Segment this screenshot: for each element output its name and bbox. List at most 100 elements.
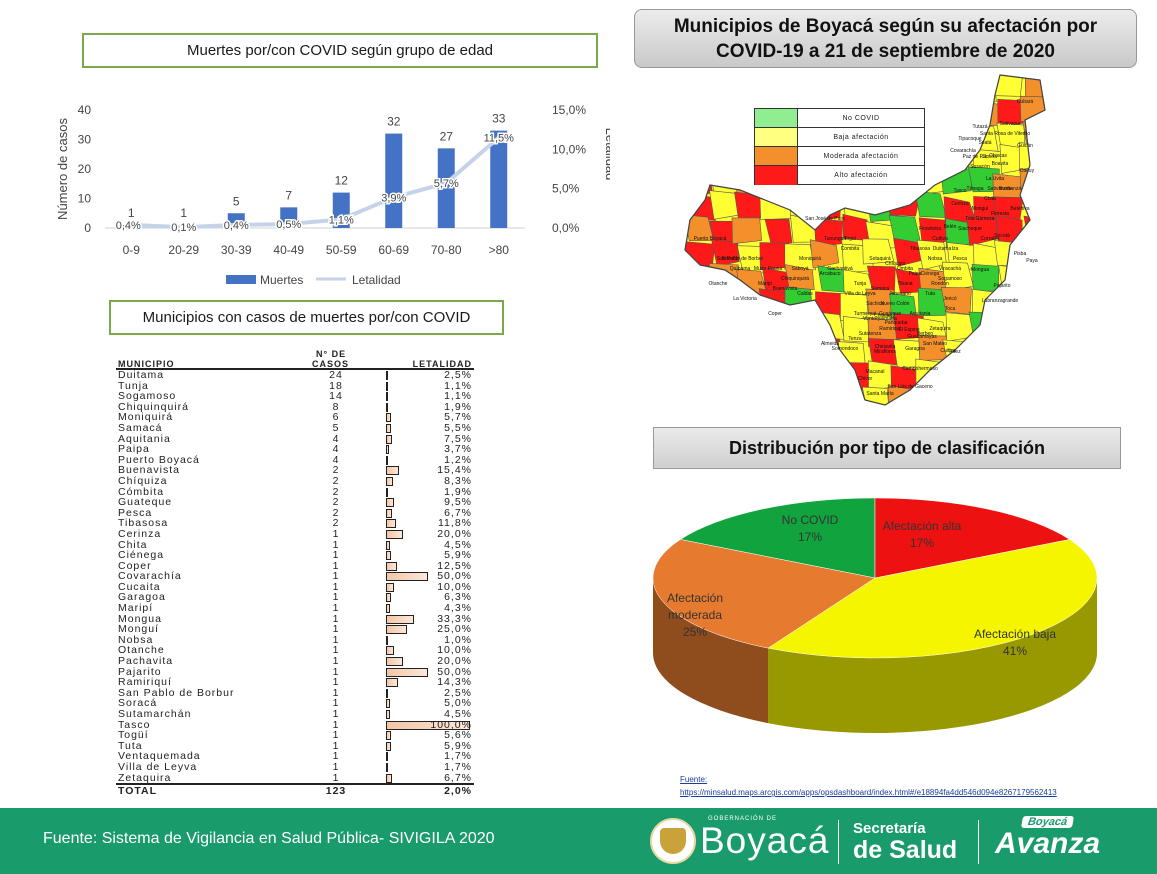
table-row: Duitama 24 2,5% — [116, 370, 474, 381]
cell-municipio: Duitama — [118, 369, 165, 381]
cell-municipio: Sutamarchán — [118, 708, 192, 720]
cell-municipio: Villa de Leyva — [118, 760, 198, 773]
divider — [838, 820, 839, 864]
pie-slice-side — [653, 578, 769, 724]
header-casos-2: CASOS — [312, 359, 350, 369]
municipality-label: Pajarito — [994, 283, 1011, 289]
municipality-label: Sáchica — [866, 301, 884, 307]
municipality-label: Samacá — [871, 286, 890, 292]
legend-row: No COVID — [755, 109, 924, 128]
legend-swatch — [755, 109, 798, 127]
municipality — [735, 361, 768, 389]
municipality-label: Sativanorte — [987, 186, 1013, 192]
cell-casos: 1 — [332, 602, 340, 615]
table-total-row: TOTAL 123 2,0% — [116, 783, 474, 797]
divider — [978, 820, 979, 864]
cell-casos: 8 — [332, 400, 340, 413]
cell-municipio: Moniquirá — [118, 411, 174, 424]
municipality — [814, 364, 845, 394]
source-link[interactable]: Fuente: https://minsalud.maps.arcgis.com… — [680, 773, 1057, 799]
bar-muertes — [490, 130, 508, 228]
cell-municipio: Samacá — [118, 421, 163, 434]
cell-casos: 1 — [332, 633, 340, 646]
cell-municipio: Covarachía — [118, 570, 182, 583]
municipality — [706, 75, 738, 101]
municipality-label: La Victoria — [733, 296, 757, 302]
municipality-label: Cubará — [1017, 99, 1034, 105]
table-row: Maripí 1 4,3% — [116, 603, 474, 614]
cell-letalidad: 2,5% — [444, 686, 472, 699]
x-tick-label: 40-49 — [273, 243, 304, 257]
letalidad-data-bar — [386, 498, 394, 508]
cell-municipio: Ramiriquí — [118, 676, 172, 689]
cell-municipio: Cucaita — [118, 580, 161, 593]
cell-municipio: San Pablo de Borbur — [118, 686, 235, 699]
cell-letalidad: 15,4% — [437, 464, 472, 477]
pie-slice-value: 17% — [910, 536, 934, 550]
pie-chart-title: Distribución por tipo de clasificación — [653, 427, 1121, 469]
municipality — [1024, 361, 1045, 390]
cell-casos: 1 — [332, 612, 340, 625]
cell-municipio: Coper — [118, 559, 152, 572]
cell-municipio: Puerto Boyacá — [118, 453, 200, 466]
cell-letalidad: 9,5% — [444, 496, 472, 509]
municipality-label: Chita — [984, 196, 996, 202]
municipality — [787, 360, 820, 391]
bar-value-label: 33 — [492, 112, 506, 126]
municipality — [784, 264, 815, 291]
municipality — [992, 313, 1024, 342]
source-url[interactable]: https://minsalud.maps.arcgis.com/apps/op… — [680, 788, 1057, 797]
table-header: MUNICIPIO N° DE CASOS LETALIDAD — [116, 348, 474, 370]
municipality-label: Úmbita — [897, 265, 913, 272]
table-row: Chíquiza 2 8,3% — [116, 476, 474, 487]
municipality — [686, 388, 714, 405]
municipality-label: Duitama — [933, 246, 952, 252]
pie-slice — [767, 539, 1098, 659]
letalidad-point-label: 1,1% — [329, 214, 354, 226]
municipality — [1048, 215, 1060, 242]
municipality-label: Maripí — [758, 281, 773, 287]
municipality — [1044, 148, 1045, 179]
table-row: Cómbita 2 1,9% — [116, 485, 474, 498]
footer-logos: GOBERNACIÓN DE Boyacá Secretaría de Salu… — [640, 812, 1120, 870]
cell-municipio: Tibasosa — [118, 517, 169, 530]
cell-letalidad: 5,9% — [444, 739, 472, 752]
municipality-label: Gachantivá — [827, 266, 853, 272]
municipality — [817, 409, 847, 410]
letalidad-data-bar — [386, 455, 388, 465]
municipality — [862, 238, 895, 265]
legend-letalidad-label: Letalidad — [352, 273, 401, 287]
municipality — [759, 75, 789, 98]
municipality-label: Tenza — [848, 336, 862, 342]
letalidad-data-bar — [386, 413, 391, 423]
letalidad-data-bar — [386, 476, 393, 486]
y-tick-label: 20 — [78, 162, 92, 176]
map-title-line1: Municipios de Boyacá según su afectación… — [673, 15, 1098, 37]
municipality-label: Tunja — [854, 281, 867, 287]
municipality-label: Tibasosa — [910, 246, 930, 252]
cell-letalidad: 5,0% — [444, 697, 472, 710]
municipality — [1051, 77, 1060, 102]
table-row: Pajarito 1 50,0% — [116, 667, 474, 678]
header-municipio: MUNICIPIO — [118, 359, 175, 369]
municipality-label: Jericó — [943, 296, 957, 302]
bar-value-label: 27 — [440, 129, 454, 143]
municipality — [764, 218, 793, 244]
municipality-label: Quípama — [730, 266, 751, 272]
cell-municipio: Cómbita — [118, 485, 165, 498]
footer: Fuente: Sistema de Vigilancia en Salud P… — [0, 808, 1157, 874]
bar-value-label: 1 — [180, 206, 187, 220]
cell-casos: 1 — [332, 538, 340, 551]
pie-slice-value: 41% — [1003, 644, 1027, 658]
cell-letalidad: 5,9% — [444, 549, 472, 562]
table-row: Villa de Leyva 1 1,7% — [116, 762, 474, 773]
municipality-label: Moniquirá — [799, 256, 821, 262]
municipality — [1050, 290, 1060, 317]
x-tick-label: 50-59 — [326, 243, 357, 257]
municipality-label: Cerinza — [951, 201, 968, 207]
x-tick-label: 30-39 — [221, 243, 252, 257]
municipality — [1044, 117, 1045, 146]
letalidad-data-bar — [386, 551, 391, 561]
cell-municipio: Pesca — [118, 506, 153, 519]
cell-casos: 6 — [332, 411, 340, 424]
